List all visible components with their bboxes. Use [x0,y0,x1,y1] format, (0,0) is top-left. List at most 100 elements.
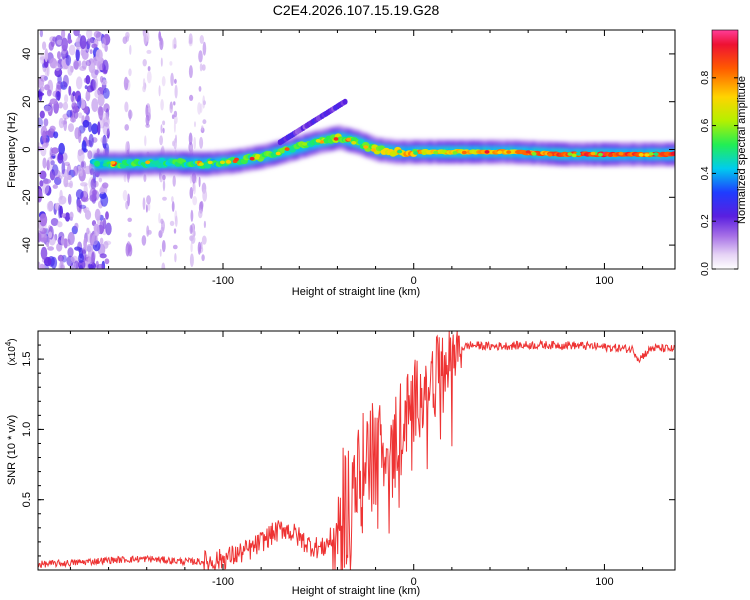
noise-blob [46,89,52,97]
noise-blob [61,30,66,39]
noise-blob [70,262,75,269]
ridge-spot [140,162,146,166]
colorbar-tick-label: 0.0 [700,262,711,276]
noise-blob [44,105,52,113]
noise-blob [67,247,74,258]
noise-blob [65,54,72,66]
snr-xtick-label: 0 [411,576,417,588]
ridge-spot [618,151,624,156]
noise-streak [158,85,161,97]
ridge-spot [371,148,376,152]
noise-blob [89,187,97,201]
noise-blob [78,265,83,269]
noise-blob [46,241,50,248]
snr-ticks: -100 0 100 0.5 1.0 1.5 [21,331,675,588]
noise-blob [58,204,62,219]
noise-blob [39,30,43,38]
ridge-spot [461,150,467,155]
noise-blob [45,130,52,136]
ridge-spot [220,160,225,165]
spectrogram-xtick-label: -100 [212,275,234,287]
noise-blob [77,95,82,109]
noise-blob [105,211,109,220]
ridge-spot [441,149,447,154]
noise-blob [60,235,65,246]
noise-streak [162,174,166,181]
noise-blob [100,136,109,144]
noise-blob [97,106,104,116]
noise-blob [79,35,87,50]
ridge-spot [525,150,531,154]
noise-streak [160,57,163,67]
noise-blob [98,177,103,183]
noise-blob [86,30,93,39]
noise-blob [39,53,45,65]
noise-blob [81,60,88,70]
spectrogram-ytick-label: -20 [21,189,33,205]
noise-streak [145,123,150,128]
noise-blob [102,59,109,74]
noise-streak [127,109,133,120]
noise-blob [49,98,58,105]
snr-xlabel: Height of straight line (km) [292,585,420,597]
ridge-spot [653,152,659,156]
noise-streak [201,125,204,131]
noise-blob [80,196,89,203]
ridge-spot [333,137,339,141]
noise-streak [190,242,193,253]
noise-blob [93,223,100,237]
ridge-spot [644,153,650,157]
noise-streak [142,78,146,87]
noise-blob [75,189,84,200]
noise-blob [61,37,68,52]
noise-blob [73,30,80,37]
noise-blob [86,227,90,235]
ridge-spot [506,150,512,154]
spectrogram-ytick-label: 40 [21,48,33,60]
colorbar-label: Normalized spectral amplitude [736,76,748,224]
noise-blob [77,149,85,163]
noise-blob [44,84,50,91]
noise-blob [56,39,63,46]
ridge-spot [497,150,503,155]
noise-blob [91,98,99,113]
noise-streak [199,63,203,72]
noise-blob [73,260,79,269]
noise-blob [57,175,63,181]
noise-blob [106,128,110,139]
noise-blob [39,263,45,269]
ridge-spot [571,153,577,158]
noise-streak [161,262,166,269]
noise-streak [189,253,194,267]
ridge-spot [397,149,403,154]
noise-streak [158,212,161,224]
noise-streak [198,209,203,219]
noise-blob [73,60,79,70]
noise-blob [60,255,64,269]
noise-streak [145,204,148,213]
noise-blob [67,174,72,181]
noise-streak [188,132,193,146]
noise-streak [169,61,173,66]
noise-streak [174,253,177,263]
noise-blob [74,222,79,230]
noise-blob [42,130,47,143]
noise-streak [190,235,196,244]
noise-blob [53,131,59,139]
noise-blob [78,253,85,263]
noise-blob [39,74,47,82]
ridge-spot [110,161,116,165]
noise-streak [201,64,206,71]
noise-blob [102,87,110,99]
noise-blob [85,75,91,85]
noise-streak [127,217,132,222]
noise-blob [78,204,87,209]
noise-blob [68,85,72,96]
ridge-spot [351,141,357,145]
spectrogram-ylabel: Frequency (Hz) [6,112,18,188]
noise-streak [162,120,166,126]
noise-blob [52,36,57,42]
ridge-spot [547,153,553,157]
noise-streak [125,79,130,84]
noise-blob [99,237,104,245]
